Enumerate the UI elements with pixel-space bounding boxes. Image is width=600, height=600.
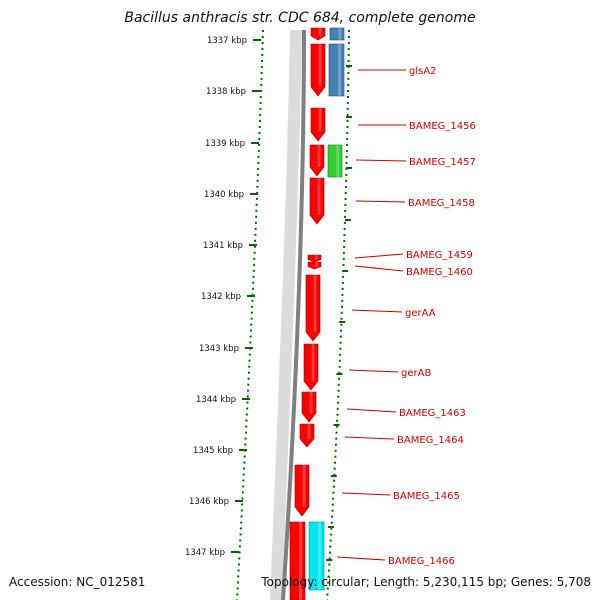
tick-label: 1340 kbp [204,190,244,200]
gene-leader-line [355,200,406,203]
blue-feature-highlight [338,44,341,96]
cds-arrow [301,391,317,423]
gene-leader-line [341,492,391,496]
tick-label: 1341 kbp [203,241,243,251]
gene-leader-line [348,369,399,373]
cds-arrow [309,144,325,177]
tick-label: 1347 kbp [185,548,225,558]
outer-ruler-track [236,29,264,600]
cyan-feature-highlight [318,522,321,590]
gene-label[interactable]: BAMEG_1466 [388,556,455,567]
cds-arrow-highlight [318,108,322,132]
gene-leader-line [355,159,407,162]
cds-arrow [294,464,310,517]
cds-arrow-highlight [313,275,317,332]
gene-label[interactable]: BAMEG_1457 [409,157,476,168]
cds-arrow-highlight [307,424,311,439]
cds-arrow-highlight [317,145,321,167]
gene-label[interactable]: BAMEG_1463 [399,408,466,419]
gene-leader-line [344,436,395,440]
green-feature-highlight [336,145,340,177]
cds-arrow-highlight [315,255,318,260]
gene-leader-line [354,265,404,272]
gene-label[interactable]: BAMEG_1464 [397,435,464,446]
gene-leader-line [336,556,386,561]
tick-label: 1342 kbp [201,292,241,302]
cds-arrow [310,27,326,41]
gene-leader-line [351,309,403,313]
tick-label: 1343 kbp [199,344,239,354]
gene-label[interactable]: BAMEG_1458 [408,198,475,209]
gene-label[interactable]: glsA2 [409,66,437,77]
cds-arrow [305,274,321,342]
tick-label: 1337 kbp [207,36,247,46]
gene-label[interactable]: BAMEG_1456 [409,121,476,132]
accession-text: Accession: NC_012581 [9,575,146,589]
cds-arrow-highlight [315,262,318,267]
green-feature [327,144,343,178]
cds-box [289,521,306,600]
blue-feature [329,27,345,41]
cds-arrow-highlight [318,44,322,87]
cds-arrow-highlight [302,465,306,507]
gene-label[interactable]: BAMEG_1459 [406,250,473,261]
tick-label: 1346 kbp [189,497,229,507]
cds-arrow-highlight [311,344,315,381]
gene-label-group: glsA2 BAMEG_1456 BAMEG_1457 BAMEG_1458 BAMEG… [336,66,476,567]
cyan-feature [308,521,325,591]
gene-leader-line [346,408,397,413]
cds-arrow [299,423,315,448]
gene-leader-line [354,253,404,259]
cds-arrow-highlight [317,178,321,215]
topology-text: Topology: circular; Length: 5,230,115 bp… [261,575,591,589]
cds-arrow [310,107,326,142]
tick-label: 1338 kbp [206,87,246,97]
cds-box-highlight [299,522,302,600]
gene-label[interactable]: gerAA [405,308,436,319]
feature-group [289,27,345,600]
cds-arrow [309,177,325,225]
cds-arrow [310,43,326,97]
gene-label[interactable]: BAMEG_1460 [406,267,473,278]
cds-arrow-highlight [318,28,322,36]
tick-group: 1337 kbp 1338 kbp 1339 kbp 1340 kbp 1341 kbp… [185,36,352,561]
blue-feature-highlight [338,28,342,40]
cds-arrow-highlight [309,392,313,413]
inner-ruler-track [326,29,350,600]
backbone-line [281,29,306,600]
cds-arrow [307,261,322,270]
cds-arrow [303,343,319,391]
tick-label: 1339 kbp [205,139,245,149]
map-title: Bacillus anthracis str. CDC 684, complet… [124,10,476,26]
blue-feature [328,43,345,97]
track-band [270,29,302,600]
cds-arrow [307,254,322,263]
tick-label: 1345 kbp [193,446,233,456]
gene-label[interactable]: BAMEG_1465 [393,491,460,502]
gene-label[interactable]: gerAB [401,368,431,379]
tick-label: 1344 kbp [196,395,236,405]
